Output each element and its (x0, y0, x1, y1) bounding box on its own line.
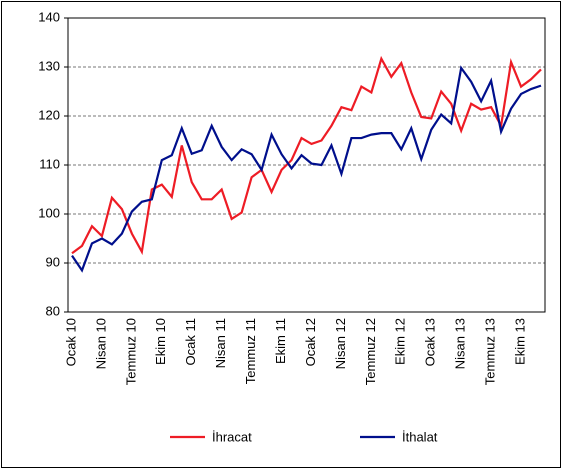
x-tick-label: Temmuz 11 (243, 318, 258, 384)
y-tick-label: 100 (38, 205, 60, 220)
y-tick-label: 90 (46, 254, 60, 269)
x-tick-label: Ekim 10 (153, 318, 168, 365)
x-tick-label: Nisan 12 (333, 318, 348, 369)
x-tick-label: Ocak 12 (303, 318, 318, 366)
x-tick-label: Ekim 11 (273, 318, 288, 364)
x-tick-label: Ekim 13 (512, 318, 527, 365)
y-tick-label: 140 (38, 9, 60, 24)
x-tick-label: Nisan 10 (93, 318, 108, 369)
x-tick-label: Ocak 10 (63, 318, 78, 366)
x-tick-label: Temmuz 10 (123, 318, 138, 385)
legend-label: İhracat (212, 429, 252, 444)
y-tick-label: 80 (46, 303, 60, 318)
x-tick-label: Temmuz 12 (363, 318, 378, 385)
x-tick-label: Ekim 12 (393, 318, 408, 365)
x-tick-label: Temmuz 13 (483, 318, 498, 385)
plot-area (67, 17, 546, 313)
legend-label: İthalat (402, 429, 438, 444)
chart-frame (1, 1, 561, 468)
y-tick-label: 130 (38, 58, 60, 73)
y-tick-label: 110 (39, 156, 60, 171)
y-tick-label: 120 (38, 107, 60, 122)
x-tick-label: Nisan 11 (213, 318, 228, 368)
x-tick-label: Nisan 13 (453, 318, 468, 369)
series-line (71, 65, 542, 273)
x-tick-label: Ocak 11 (183, 318, 198, 365)
x-tick-label: Ocak 13 (423, 318, 438, 366)
